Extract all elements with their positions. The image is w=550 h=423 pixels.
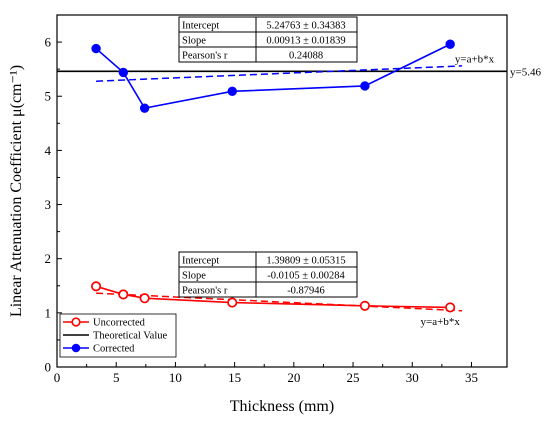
legend-item-theoretical: Theoretical Value [63,331,167,342]
table-border [178,251,358,298]
y-tick-label: 3 [45,197,52,212]
table-label: Pearson's r [182,286,228,297]
x-tick-label: 5 [113,370,120,385]
corrected-fit-line [96,65,463,82]
legend-item-corrected: Corrected [63,344,135,355]
legend-label: Corrected [93,344,135,355]
x-tick-label: 25 [347,370,360,385]
x-tick-label: 20 [287,370,300,385]
y-axis-title: Linear Attenuation Coefficient μ(cm⁻¹) [8,65,25,317]
corrected-fit-label: y=a+b*x [455,54,495,66]
table-label: Intercept [182,21,219,32]
uncorrected-data-point [118,289,129,300]
uncorrected-data-point [445,302,456,313]
uncorrected-data-point [91,281,102,292]
x-ticks: 0 5 10 15 20 25 30 35 [54,362,478,385]
x-tick-label: 30 [406,370,419,385]
corrected-data-point [227,86,237,97]
uncorrected-data-point [359,300,370,311]
theoretical-value-label: y=5.46 [510,66,541,78]
table-value: 1.39809 ± 0.05315 [266,256,345,267]
corrected-data-point [139,103,150,113]
table-value: 0.24088 [289,51,323,62]
x-tick-label: 10 [169,370,182,385]
corrected-series-line [95,43,451,110]
table-border [178,16,358,63]
y-tick-label: 1 [45,305,52,320]
x-axis-title: Thickness (mm) [230,398,334,415]
x-tick-label: 15 [228,370,241,385]
uncorrected-fit-label: y=a+b*x [421,316,461,328]
corrected-data-point [91,43,101,54]
series-layer [91,39,456,313]
table-value: 0.00913 ± 0.01839 [266,36,345,47]
uncorrected-data-point [227,297,238,308]
legend-swatch-marker [71,317,81,327]
y-tick-label: 5 [45,89,52,104]
corrected-data-point [360,81,370,91]
table-value: -0.0105 ± 0.00284 [267,271,345,282]
y-axis-title-main: Linear Attenuation Coefficient μ(cm⁻¹) [8,65,25,317]
legend-label: Theoretical Value [93,331,167,342]
uncorrected-fit-table: Intercept Slope Pearson's r 1.39809 ± 0.… [178,251,358,298]
table-value: 5.24763 ± 0.34383 [266,21,345,32]
x-tick-label: 35 [465,370,478,385]
legend-swatch-marker [71,343,81,353]
table-label: Pearson's r [182,51,228,62]
corrected-fit-table: Intercept Slope Pearson's r 5.24763 ± 0.… [178,16,358,63]
table-value: -0.87946 [287,286,325,297]
y-ticks: 0 1 2 3 4 5 6 [45,14,62,375]
plot-frame [56,14,508,368]
legend-label: Uncorrected [93,318,146,329]
table-label: Slope [182,36,206,47]
y-tick-label: 6 [45,35,52,50]
y-tick-label: 4 [45,143,52,158]
y-tick-label: 2 [45,251,52,266]
table-label: Intercept [182,256,219,267]
uncorrected-fit-line [96,292,463,312]
legend: Uncorrected Theoretical Value Corrected [59,313,177,358]
legend-item-uncorrected: Uncorrected [63,317,146,329]
uncorrected-data-point [139,293,150,304]
y-tick-label: 0 [45,360,52,375]
table-label: Slope [182,271,206,282]
corrected-data-point [118,67,129,78]
x-tick-label: 0 [54,370,61,385]
corrected-data-point [445,39,455,49]
